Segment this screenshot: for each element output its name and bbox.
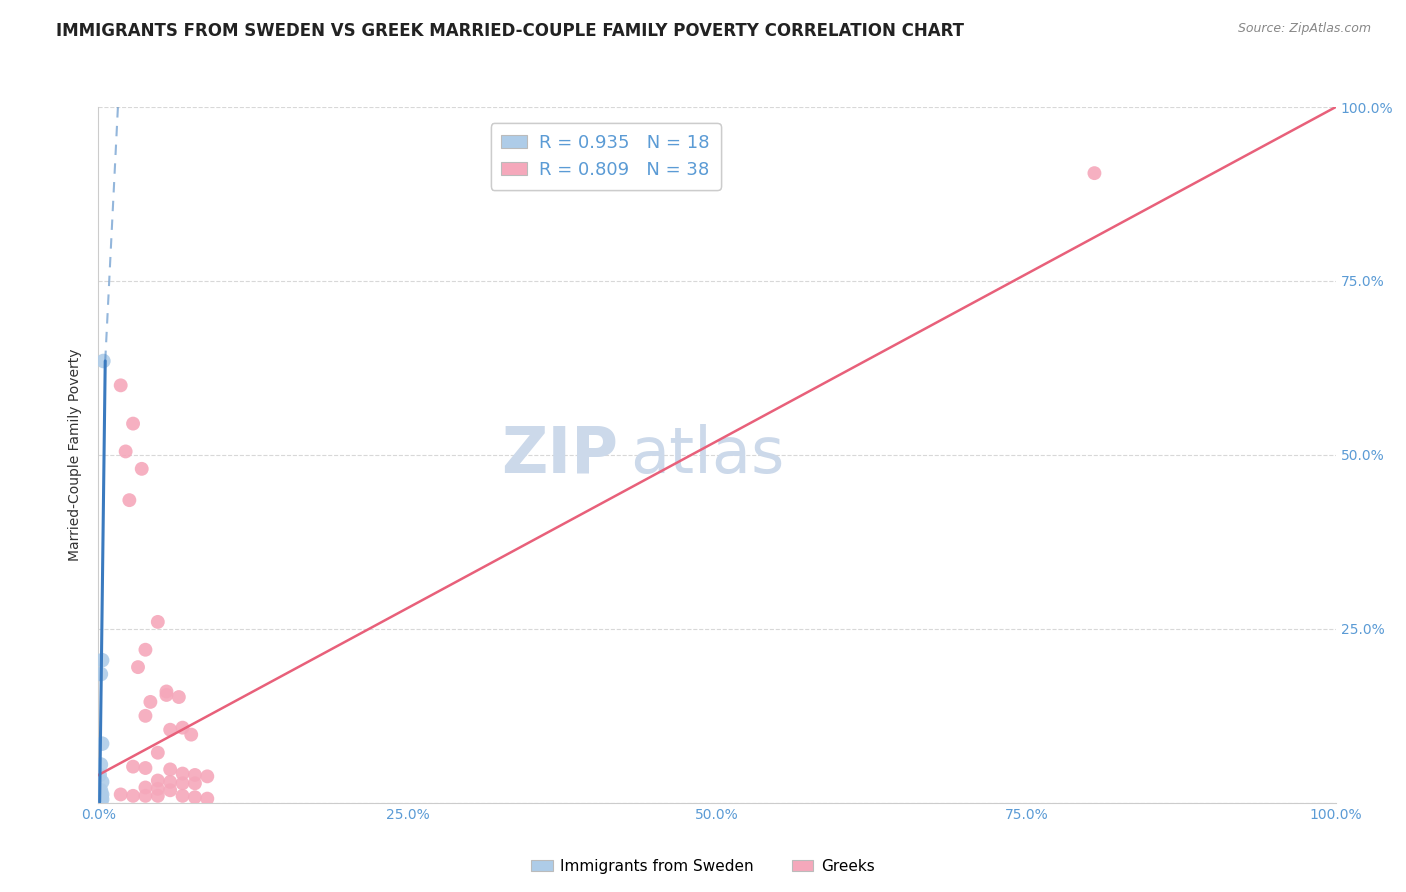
- Point: [90, 783, 112, 797]
- Point: [134, 642, 156, 657]
- Point: [90, 795, 112, 809]
- Point: [90, 789, 112, 803]
- Point: [91, 788, 114, 802]
- Point: [134, 761, 156, 775]
- Point: [146, 781, 169, 796]
- Point: [91, 737, 114, 751]
- Point: [90, 794, 112, 808]
- Point: [159, 775, 181, 789]
- Point: [134, 708, 156, 723]
- Y-axis label: Married-Couple Family Poverty: Married-Couple Family Poverty: [69, 349, 83, 561]
- Point: [90, 667, 112, 681]
- Text: IMMIGRANTS FROM SWEDEN VS GREEK MARRIED-COUPLE FAMILY POVERTY CORRELATION CHART: IMMIGRANTS FROM SWEDEN VS GREEK MARRIED-…: [56, 22, 965, 40]
- Point: [195, 769, 218, 783]
- Point: [172, 721, 194, 735]
- Point: [134, 780, 156, 795]
- Point: [89, 785, 111, 799]
- Point: [146, 746, 169, 760]
- Text: ZIP: ZIP: [501, 424, 619, 486]
- Text: Source: ZipAtlas.com: Source: ZipAtlas.com: [1237, 22, 1371, 36]
- Point: [172, 766, 194, 780]
- Point: [127, 660, 149, 674]
- Point: [114, 444, 136, 458]
- Point: [155, 688, 177, 702]
- Legend: R = 0.935   N = 18, R = 0.809   N = 38: R = 0.935 N = 18, R = 0.809 N = 38: [491, 123, 721, 190]
- Point: [184, 790, 207, 805]
- Point: [91, 653, 114, 667]
- Point: [155, 684, 177, 698]
- Point: [122, 759, 145, 773]
- Legend: Immigrants from Sweden, Greeks: Immigrants from Sweden, Greeks: [524, 853, 882, 880]
- Point: [90, 757, 112, 772]
- Point: [146, 789, 169, 803]
- Point: [110, 378, 132, 392]
- Point: [89, 793, 111, 807]
- Point: [172, 776, 194, 790]
- Point: [91, 775, 114, 789]
- Point: [159, 783, 181, 797]
- Point: [159, 723, 181, 737]
- Point: [159, 763, 181, 777]
- Point: [93, 354, 115, 368]
- Point: [134, 789, 156, 803]
- Point: [91, 792, 114, 806]
- Point: [146, 773, 169, 788]
- Point: [122, 789, 145, 803]
- Point: [131, 462, 153, 476]
- Point: [172, 789, 194, 803]
- Point: [110, 788, 132, 802]
- Point: [184, 776, 207, 790]
- Point: [146, 615, 169, 629]
- Point: [89, 794, 111, 808]
- Point: [167, 690, 190, 704]
- Point: [139, 695, 162, 709]
- Point: [122, 417, 145, 431]
- Point: [118, 493, 141, 508]
- Point: [195, 791, 218, 805]
- Point: [90, 791, 112, 805]
- Point: [89, 790, 111, 805]
- Point: [184, 768, 207, 782]
- Point: [89, 768, 111, 782]
- Point: [1083, 166, 1105, 180]
- Text: atlas: atlas: [630, 424, 785, 486]
- Point: [180, 728, 202, 742]
